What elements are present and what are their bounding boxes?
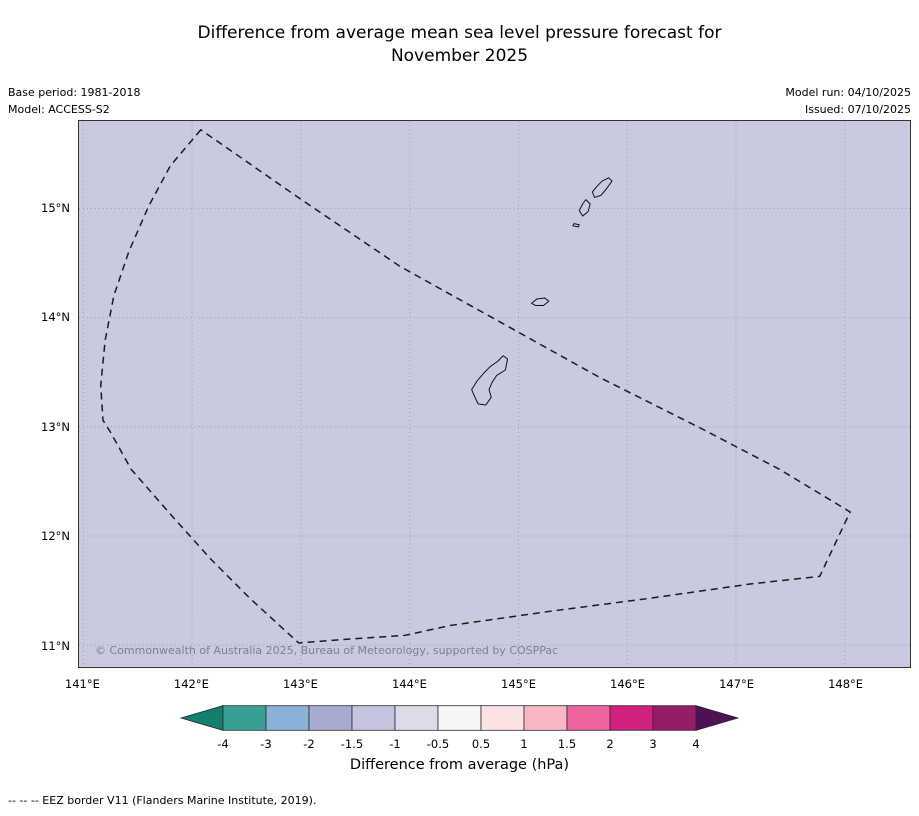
colorbar-tick-label: 3 (649, 737, 657, 751)
colorbar-cell (480, 705, 525, 731)
colorbar-tick-label: 0.5 (471, 737, 491, 751)
island-outline-guam (471, 355, 509, 406)
base-period-text: Base period: 1981-2018 (8, 86, 141, 99)
colorbar-tick-label: -3 (260, 737, 272, 751)
x-axis-tick-label: 144°E (391, 677, 427, 691)
colorbar-tick-label: 2 (606, 737, 614, 751)
model-run-text: Model run: 04/10/2025 (785, 86, 911, 99)
colorbar-tick-label: -0.5 (426, 737, 450, 751)
map-plot-area: © Commonwealth of Australia 2025, Bureau… (78, 120, 911, 668)
y-axis-tick-label: 11°N (41, 639, 70, 654)
x-axis-tick-label: 148°E (828, 677, 864, 691)
colorbar-tick-label: 4 (692, 737, 700, 751)
colorbar-cell (652, 705, 697, 731)
colorbar-label: Difference from average (hPa) (349, 757, 570, 773)
colorbar-cell (265, 705, 310, 731)
eez-legend-note: -- -- -- EEZ border V11 (Flanders Marine… (8, 794, 317, 807)
issued-text: Issued: 07/10/2025 (804, 103, 911, 116)
metadata-left: Base period: 1981-2018 Model: ACCESS-S2 (8, 84, 140, 118)
colorbar-cell (523, 705, 568, 731)
metadata-right: Model run: 04/10/2025 Issued: 07/10/2025 (785, 84, 911, 118)
x-axis-tick-label: 143°E (282, 677, 318, 691)
colorbar-tick-label: -2 (303, 737, 315, 751)
colorbar-tick-label: 1 (520, 737, 528, 751)
chart-title-line2: November 2025 (390, 46, 529, 66)
colorbar-cell (566, 705, 611, 731)
x-axis-tick-label: 145°E (501, 677, 536, 691)
y-axis-tick-label: 14°N (41, 310, 70, 325)
colorbar-left-arrow (180, 705, 224, 731)
chart-title: Difference from average mean sea level p… (0, 22, 919, 68)
model-text: Model: ACCESS-S2 (8, 103, 110, 116)
map-svg (79, 121, 910, 667)
copyright-text: © Commonwealth of Australia 2025, Bureau… (95, 644, 559, 657)
colorbar-cell (222, 705, 267, 731)
colorbar-cell (308, 705, 353, 731)
colorbar-cell (437, 705, 482, 731)
island-outline-saipan (591, 177, 613, 198)
colorbar-cell (609, 705, 654, 731)
colorbar-right-arrow (695, 705, 739, 731)
x-axis-tick-label: 146°E (610, 677, 645, 691)
colorbar-tick-label: -1.5 (340, 737, 364, 751)
y-axis-tick-label: 15°N (41, 200, 70, 215)
colorbar-tick-label: -4 (217, 737, 229, 751)
x-axis-tick-label: 142°E (173, 677, 209, 691)
island-outline-rota (531, 297, 550, 307)
y-axis-tick-label: 12°N (41, 529, 70, 544)
colorbar-cell (394, 705, 439, 731)
x-axis-tick-label: 147°E (719, 677, 755, 691)
chart-title-line1: Difference from average mean sea level p… (197, 23, 722, 43)
island-outline-tinian (578, 199, 591, 217)
colorbar-tick-label: 1.5 (557, 737, 577, 751)
colorbar-cell (351, 705, 396, 731)
island-outline-aguijan (572, 223, 580, 228)
colorbar (180, 705, 739, 731)
colorbar-tick-label: -1 (389, 737, 401, 751)
eez-border-dashed-line (99, 129, 851, 644)
x-axis-tick-label: 141°E (64, 677, 100, 691)
y-axis-tick-label: 13°N (41, 419, 70, 434)
